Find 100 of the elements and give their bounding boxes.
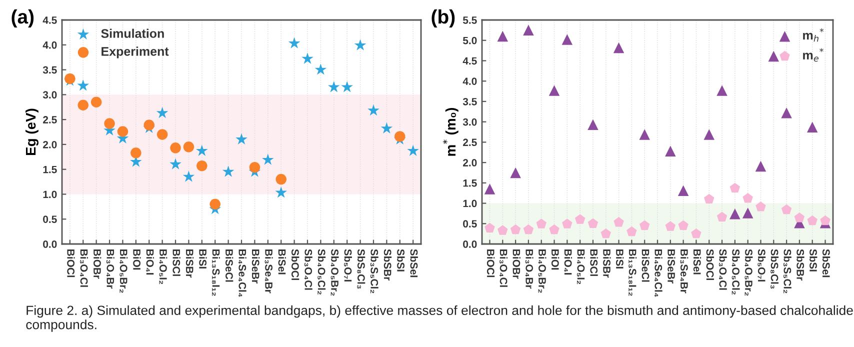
x-tick-label: SbS₈Cl₃ <box>357 249 366 289</box>
y-tick-label: 4.0 <box>42 41 57 49</box>
point <box>548 85 560 96</box>
point <box>600 228 611 238</box>
x-tick-label: BiSeI <box>278 250 286 274</box>
point <box>794 212 805 222</box>
x-tick-label: Bi₄Se₄Cl₄ <box>238 250 246 297</box>
y-axis-title: m$^{*}$ (m₀) <box>442 108 458 156</box>
x-tick-label: Sb₅O₇I <box>758 249 766 282</box>
point <box>484 184 496 194</box>
point <box>588 218 598 228</box>
legend-label: Simulation <box>101 28 164 38</box>
point <box>678 185 689 196</box>
point <box>742 208 754 218</box>
x-tick-label: Sb₄O₅Br₂ <box>330 249 339 296</box>
x-tick-label: Bi₄O₅Br₂ <box>120 250 128 293</box>
x-tick-label: BiOI <box>133 250 141 270</box>
y-tick-label: 2.5 <box>43 116 57 124</box>
point <box>562 34 573 45</box>
point <box>196 160 208 172</box>
point <box>354 39 366 50</box>
x-tick-label: Bi₃O₄Br <box>525 250 534 289</box>
point <box>182 170 195 182</box>
point <box>394 131 406 142</box>
point <box>755 160 766 172</box>
point <box>236 133 248 144</box>
x-tick-label: Bi₃O₄Cl <box>500 250 508 287</box>
point <box>302 52 314 64</box>
point <box>639 129 650 140</box>
point <box>407 144 419 156</box>
point <box>144 120 154 130</box>
x-tick-label: BiSI <box>616 250 624 268</box>
point <box>665 146 676 157</box>
x-tick-label: SbOCl <box>706 249 714 280</box>
x-tick-label: Sb₃O₄Cl <box>718 249 727 290</box>
point <box>156 129 168 140</box>
point <box>704 194 714 204</box>
point <box>276 174 286 185</box>
point <box>368 104 380 116</box>
point <box>588 119 598 130</box>
y-tick-label: 2.5 <box>463 138 477 146</box>
chart-title: (a) <box>12 9 34 28</box>
y-tick-label: 3.0 <box>42 91 57 99</box>
x-tick-label: Bi₄O₅Br₂ <box>538 250 546 293</box>
x-tick-label: Sb₄O₅Cl₂ <box>318 249 326 295</box>
point <box>574 214 586 224</box>
point <box>523 24 534 36</box>
x-tick-label: Bi₃Se₄Br <box>264 250 273 294</box>
x-tick-label: BiSBr <box>603 250 611 278</box>
x-tick-label: SbSBr <box>384 249 392 281</box>
x-tick-label: BiSCl <box>590 250 598 276</box>
x-tick-label: Bi₄O₅I₂ <box>159 250 168 284</box>
y-tick-label: 5.0 <box>462 36 477 44</box>
point <box>549 224 560 234</box>
point <box>222 166 234 177</box>
x-tick-label: Bi₄Se₄Cl₄ <box>654 250 662 297</box>
x-tick-label: SbS₈Cl₃ <box>770 249 778 289</box>
point <box>210 198 220 210</box>
point <box>288 37 300 48</box>
x-tick-label: BiSeBr <box>252 250 260 284</box>
y-tick-label: 1.0 <box>463 200 477 208</box>
x-tick-label: SbSBr <box>796 249 804 281</box>
x-tick-label: Bi₄O₅I₂ <box>577 250 585 284</box>
point <box>497 30 508 42</box>
point <box>807 215 818 226</box>
point <box>262 154 274 165</box>
point <box>104 118 115 129</box>
y-tick-label: 3.5 <box>462 98 477 106</box>
x-tick-label: BiOCl <box>67 250 75 278</box>
point <box>756 202 766 212</box>
x-tick-label: Bi₃Se₄Br <box>680 250 688 294</box>
point <box>704 129 714 140</box>
point <box>380 122 393 134</box>
point <box>328 80 340 92</box>
point <box>639 220 650 230</box>
y-tick-label: 0.5 <box>463 220 477 228</box>
y-tick-label: 2.0 <box>463 159 477 166</box>
x-tick-label: BiO₄I <box>564 250 572 275</box>
x-tick-label: SbSeI <box>410 249 418 278</box>
point <box>498 225 508 235</box>
y-tick-label: 1.0 <box>43 190 57 198</box>
x-tick-label: SbSI <box>810 249 818 272</box>
x-tick-label: BiSI <box>199 250 207 268</box>
point <box>781 107 792 118</box>
x-tick-label: SbOCl <box>292 249 300 280</box>
point <box>156 106 168 118</box>
x-tick-label: BiSeBr <box>668 250 676 284</box>
y-tick-label: 2.0 <box>43 140 57 148</box>
point <box>678 220 688 230</box>
chart-title: (b) <box>432 9 455 28</box>
x-tick-label: BiOCl <box>486 250 495 278</box>
point <box>730 208 740 220</box>
x-tick-label: BiSCl <box>172 250 180 276</box>
x-tick-label: Sb₅O₇I <box>344 249 352 282</box>
x-tick-label: Sb₄O₅Cl₂ <box>732 249 740 295</box>
y-tick-label: 3.5 <box>42 66 57 74</box>
legend-label: m$_{e}$$^{*}$ <box>803 48 824 62</box>
x-tick-label: BiSeCl <box>642 250 650 282</box>
x-tick-label: Bi₁₃S₁₈I₁₂ <box>628 250 637 296</box>
x-tick-label: Bi₁₃S₁₈I₁₂ <box>212 250 220 296</box>
